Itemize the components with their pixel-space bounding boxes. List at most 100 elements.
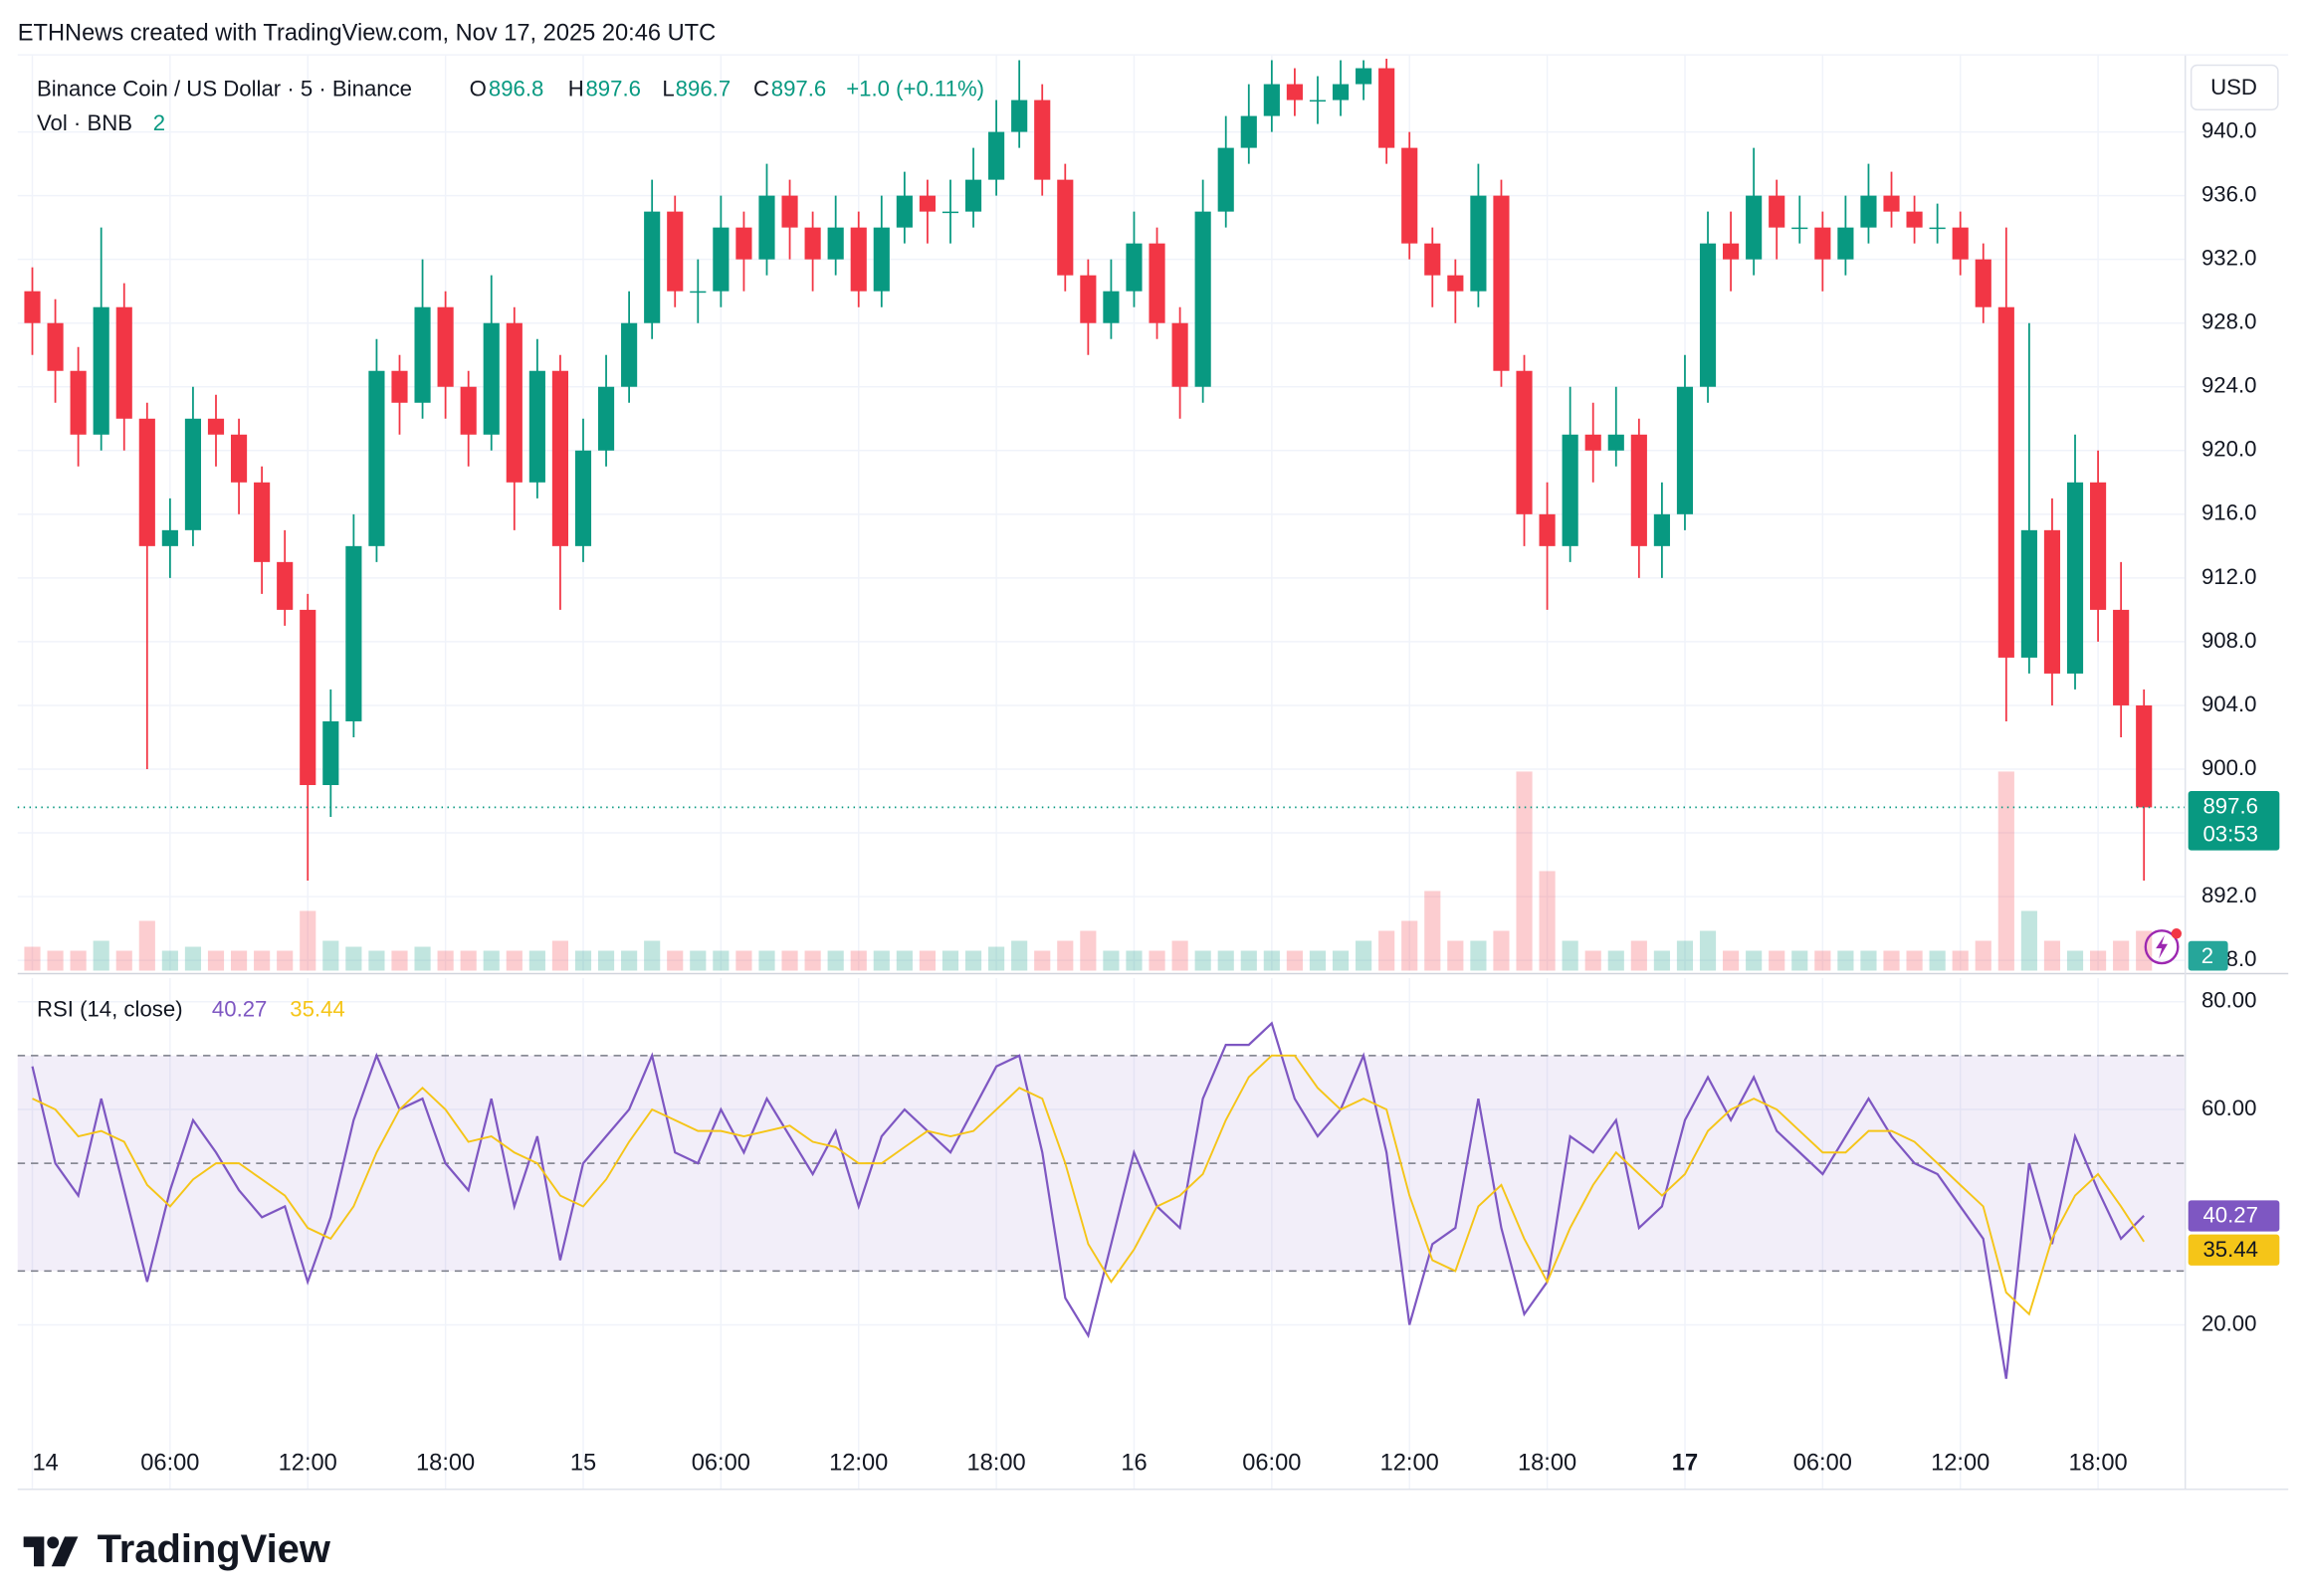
candle-body <box>1723 243 1740 260</box>
volume-bar <box>758 950 775 971</box>
volume-bar <box>1126 950 1143 971</box>
candle-body <box>1240 115 1257 148</box>
x-tick-label: 18:00 <box>1518 1451 1576 1477</box>
candle-body <box>1424 243 1441 276</box>
candle-body <box>207 418 225 435</box>
volume-bar <box>964 950 982 971</box>
volume-bar <box>942 950 959 971</box>
candle-body <box>1883 195 1900 212</box>
volume-bar <box>322 940 339 971</box>
candle-body <box>919 195 936 212</box>
volume-bar <box>2113 940 2130 971</box>
candle-body <box>1194 211 1211 387</box>
candle-body <box>1126 243 1143 292</box>
candle-body <box>2113 609 2130 705</box>
rsi-value-label: 40.27 <box>2202 1203 2257 1228</box>
volume-bar <box>1356 940 1372 971</box>
volume-bar <box>850 950 867 971</box>
volume-bar <box>2066 950 2084 971</box>
x-tick-label: 06:00 <box>692 1451 750 1477</box>
volume-bar <box>1263 950 1280 971</box>
volume-bar <box>1194 950 1211 971</box>
volume-bar <box>804 950 821 971</box>
x-tick-label: 06:00 <box>140 1451 199 1477</box>
y-tick-label: 936.0 <box>2201 181 2256 206</box>
candle-body <box>644 211 661 323</box>
volume-bar <box>345 946 362 971</box>
readout-key: O <box>470 77 487 101</box>
volume-bar <box>277 950 294 971</box>
volume-bar <box>690 950 707 971</box>
volume-bar <box>574 950 592 971</box>
candle-body <box>1470 195 1487 292</box>
candle-body <box>1997 306 2014 658</box>
candle-body <box>528 370 545 483</box>
candle-body <box>2136 704 2153 808</box>
volume-bar <box>919 950 936 971</box>
volume-bar <box>827 950 844 971</box>
volume-bar <box>161 950 178 971</box>
x-tick-label: 17 <box>1672 1451 1698 1477</box>
candle-body <box>713 227 730 292</box>
x-tick-label: 12:00 <box>1380 1451 1439 1477</box>
volume-bar <box>644 940 661 971</box>
x-tick-label: 14 <box>33 1451 59 1477</box>
last-price-box <box>2188 791 2280 851</box>
readout-open: 896.8 <box>489 77 543 101</box>
candle-body <box>322 720 339 785</box>
volume-bar <box>1240 950 1257 971</box>
volume-bar <box>735 950 752 971</box>
volume-bar <box>368 950 385 971</box>
candle-body <box>300 609 316 785</box>
candle-body <box>1860 195 1877 228</box>
volume-box <box>2188 940 2228 971</box>
alert-icon[interactable] <box>2144 928 2183 965</box>
y-tick-label: 912.0 <box>2201 564 2256 589</box>
rsi-line <box>31 1021 2145 1379</box>
candle-body <box>1929 227 1946 230</box>
candle-body <box>1447 275 1464 292</box>
candle-body <box>758 195 775 260</box>
volume-bar <box>1630 940 1647 971</box>
volume-bar <box>1562 940 1578 971</box>
currency-box[interactable] <box>2190 64 2279 110</box>
x-tick-label: 18:00 <box>967 1451 1026 1477</box>
brand: TradingView <box>98 1527 331 1571</box>
readout-key: H <box>568 77 584 101</box>
rsi-line <box>32 1054 2145 1316</box>
volume-bar <box>1217 950 1234 971</box>
candle-body <box>1676 386 1694 514</box>
candle-body <box>1401 147 1418 244</box>
candle-body <box>2090 482 2107 610</box>
volume-bar <box>2043 940 2061 971</box>
volume-bar <box>1034 950 1051 971</box>
candle-body <box>1630 434 1647 546</box>
volume-bar <box>1470 940 1487 971</box>
readout-change: +1.0 (+0.11%) <box>846 77 984 101</box>
volume-bar <box>1378 930 1395 971</box>
volume-bar <box>138 920 155 971</box>
candle-body <box>483 322 500 435</box>
currency: USD <box>2210 75 2257 100</box>
y-tick-label: 20.00 <box>2201 1310 2256 1335</box>
candle-body <box>1952 227 1969 260</box>
symbol-title: Binance Coin / US Dollar · 5 · Binance <box>37 77 412 101</box>
candle-body <box>1493 195 1510 371</box>
volume-bar <box>1814 950 1831 971</box>
y-tick-label: 924.0 <box>2201 373 2256 398</box>
volume-bar <box>2090 950 2107 971</box>
volume-bar <box>1699 930 1717 971</box>
candle-body <box>24 291 41 323</box>
volume-bar <box>1332 950 1350 971</box>
rsi-ma-value: 35.44 <box>290 997 344 1022</box>
candle-body <box>1791 227 1808 230</box>
rsi-value-label: 35.44 <box>2202 1237 2257 1262</box>
candle-body <box>1837 227 1854 260</box>
candle-body <box>1562 434 1578 546</box>
volume-bar <box>667 950 684 971</box>
candle-body <box>1286 84 1303 100</box>
candle-body <box>368 370 385 546</box>
volume-bar <box>1584 950 1601 971</box>
volume-bar <box>597 950 615 971</box>
